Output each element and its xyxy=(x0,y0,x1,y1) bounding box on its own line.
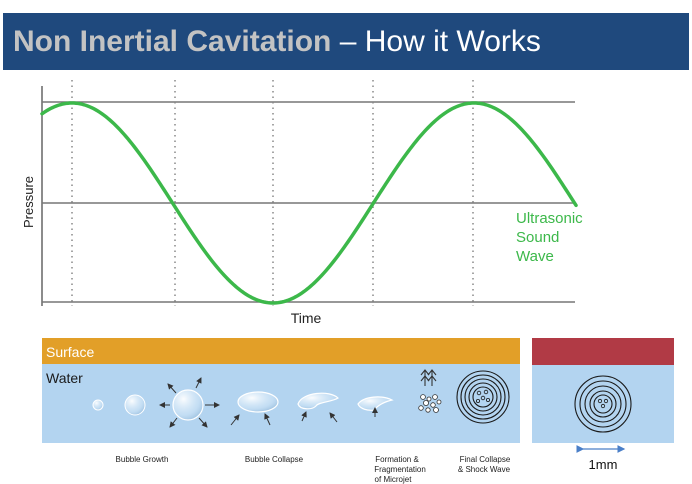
title-bar xyxy=(3,13,689,70)
microjet-stage xyxy=(357,369,442,417)
stage-label-microjet-3: of Microjet xyxy=(375,475,413,484)
shock-ring xyxy=(460,374,506,420)
stage-label-collapse: Bubble Collapse xyxy=(245,455,304,464)
detail-ring xyxy=(579,380,627,428)
pressure-graph: Pressure Time Ultrasonic Sound Wave xyxy=(21,80,583,326)
surface-label: Surface xyxy=(46,344,94,360)
upward-arrows-icon xyxy=(420,369,437,386)
title-rest: – How it Works xyxy=(331,25,541,58)
shock-wave-detail-panel: 1mm xyxy=(532,338,674,472)
growth-arrows xyxy=(159,377,220,428)
stage-label-growth: Bubble Growth xyxy=(116,455,169,464)
bubble-large xyxy=(172,389,204,421)
shock-ring xyxy=(464,378,502,416)
shock-ring xyxy=(472,386,494,408)
wave-label-line-3: Wave xyxy=(516,248,554,265)
cavitation-panel: Surface Water xyxy=(42,338,520,484)
surface-band xyxy=(42,338,520,364)
stage-label-shock-2: & Shock Wave xyxy=(458,465,511,474)
bubble-medium xyxy=(124,394,146,416)
detail-ring xyxy=(574,375,632,433)
water-label: Water xyxy=(46,370,83,386)
stage-label-shock-1: Final Collapse xyxy=(460,455,511,464)
slide-title: Non Inertial Cavitation – How it Works xyxy=(13,24,541,60)
detail-ring xyxy=(589,390,617,418)
shock-core-bubbles xyxy=(475,389,490,403)
bubble-flattened xyxy=(237,391,279,413)
bubble-growth-stage xyxy=(92,377,220,428)
y-axis-label: Pressure xyxy=(21,176,36,228)
collapse-arrows xyxy=(230,411,338,426)
bubble-collapse-stage xyxy=(230,391,339,426)
shock-wave-stage xyxy=(456,370,510,424)
bubble-indented xyxy=(297,392,339,410)
microjet-bubble xyxy=(357,396,394,411)
stage-label-microjet-1: Formation & xyxy=(375,455,419,464)
wave-label-line-1: Ultrasonic xyxy=(516,210,583,227)
fragment-bubbles xyxy=(418,394,442,413)
detail-ring xyxy=(584,385,622,423)
scale-label: 1mm xyxy=(589,457,618,472)
shock-ring xyxy=(456,370,510,424)
detail-ring xyxy=(593,394,613,414)
bubble-small xyxy=(92,399,104,411)
water-region xyxy=(42,364,520,443)
ultrasonic-wave xyxy=(40,101,578,305)
x-axis-label: Time xyxy=(291,310,322,326)
shock-ring xyxy=(468,382,498,412)
title-main: Non Inertial Cavitation xyxy=(13,25,332,58)
stage-label-microjet-2: Fragmentation xyxy=(374,465,426,474)
side-surface-band xyxy=(532,338,674,365)
wave-label-line-2: Sound xyxy=(516,229,559,246)
dotted-guides xyxy=(71,80,474,306)
